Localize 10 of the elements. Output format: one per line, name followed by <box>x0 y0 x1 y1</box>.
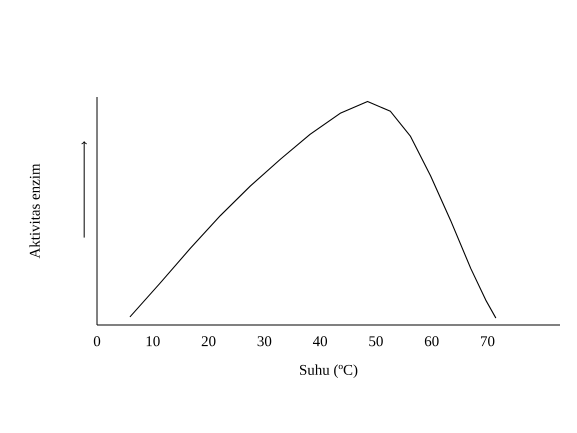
y-axis-title: Aktivitas enzim <box>29 164 40 258</box>
x-tick-label: 30 <box>258 336 272 346</box>
x-tick-label: 70 <box>481 336 494 346</box>
x-tick-label: 20 <box>202 336 216 346</box>
x-tick-label: 0 <box>94 336 100 346</box>
x-tick-label: 50 <box>369 336 383 346</box>
x-tick-label: 60 <box>424 336 439 346</box>
x-tick-label: 10 <box>146 336 160 346</box>
x-tick-label: 40 <box>312 336 328 346</box>
x-axis-title: Suhu (ºC) <box>300 364 358 378</box>
